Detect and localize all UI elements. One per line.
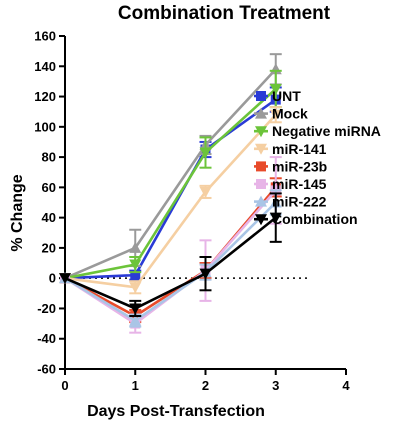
legend-item-mir-23b: miR-23b [254,158,327,174]
data-point [129,314,142,326]
series-combination [59,192,282,318]
legend-item-mir-141: miR-141 [254,141,327,157]
series-line-mir-222 [64,201,277,322]
x-tick-label: 2 [202,378,209,393]
legend-label: Combination [272,211,358,227]
y-tick-labels: 160 140 120 100 80 60 40 20 0 -20 -40 -60 [34,29,56,377]
data-point [129,282,142,294]
data-point [199,147,212,159]
x-tick-labels: 0 1 2 3 4 [61,378,350,393]
series-mock [59,53,282,284]
legend-label: miR-145 [272,176,327,192]
data-point [199,186,212,198]
series-line-negative-mirna [64,88,277,280]
x-tick-label: 0 [61,378,68,393]
legend-item-mock: Mock [254,106,308,122]
series-mir-145 [60,156,282,334]
x-tick-label: 1 [132,378,139,393]
data-point [59,273,71,285]
legend-item-unt: UNT [254,88,301,104]
legend-label: UNT [272,88,301,104]
series-unt [60,86,282,284]
legend-swatch-marker [256,161,266,172]
data-point [129,259,142,271]
data-point [129,241,142,253]
y-tick-label: -40 [37,331,56,346]
legend-label: miR-141 [272,141,327,157]
series-negative-mirna [59,69,282,285]
data-point [269,109,282,121]
legend-swatch-marker [256,91,266,101]
legend-swatch-marker [255,214,267,226]
data-point [130,270,141,281]
data-point [129,303,142,315]
y-axis-label: % Change [9,174,26,251]
y-tick-label: 60 [42,180,56,195]
y-tick-label: 40 [42,210,56,225]
series-line-mir-141 [64,113,277,289]
y-axis-label-group: % Change [9,174,26,251]
series-group [59,53,282,334]
legend-label: miR-222 [272,194,327,210]
legend-swatch-marker [255,195,267,207]
series-line-combination [64,216,277,310]
x-tick-label: 4 [342,378,350,393]
chart-title: Combination Treatment [118,3,331,24]
legend-swatch-marker [256,179,266,189]
legend-label: Mock [272,106,308,122]
y-tick-label: 80 [42,150,56,165]
y-tick-label: 140 [34,59,56,74]
y-tick-label: 20 [42,240,56,255]
x-axis-label: Days Post-Transfection [87,403,265,420]
legend-swatch-marker [255,143,267,155]
y-tick-label: 160 [34,29,56,44]
series-line-mock [64,68,277,280]
legend-item-mir-222: miR-222 [254,194,327,210]
y-tick-label: 0 [49,271,56,286]
legend-label: miR-23b [272,158,327,174]
y-tick-label: -20 [37,301,56,316]
legend-item-combination: Combination [254,211,358,227]
legend-item-negative-mirna: Negative miRNA [254,123,381,139]
data-point [269,212,282,224]
series-mir-23b [60,177,282,324]
series-line-unt [64,98,277,280]
legend-swatch-marker [255,126,267,138]
legend-item-mir-145: miR-145 [254,176,327,192]
y-tick-label: 120 [34,89,56,104]
legend-label: Negative miRNA [272,123,381,139]
y-tick-label: 100 [34,119,56,134]
data-point [269,83,282,95]
x-tick-label: 3 [272,378,279,393]
y-tick-label: -60 [37,362,56,377]
data-point [199,268,212,280]
legend-swatch-marker [255,107,267,119]
